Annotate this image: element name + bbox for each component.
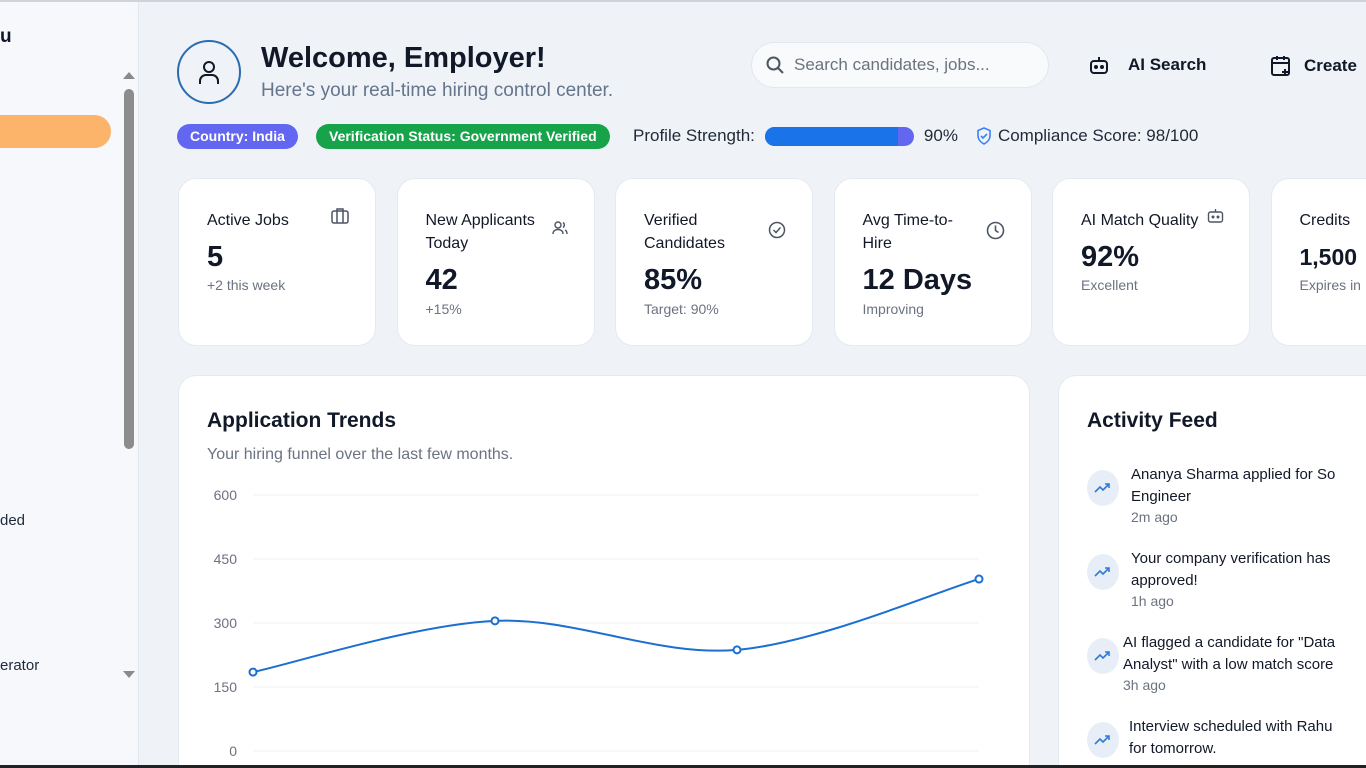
stat-card: Avg Time-to-Hire 12 Days Improving: [833, 178, 1032, 346]
stat-card-label: Verified Candidates: [644, 212, 725, 252]
stat-card-label: Credits: [1299, 212, 1351, 229]
feed-title: Activity Feed: [1087, 409, 1218, 432]
feed-item[interactable]: Your company verification has approved! …: [1087, 548, 1363, 610]
briefcase-icon: [331, 208, 349, 229]
check-circle-icon: [768, 221, 786, 244]
country-badge: Country: India: [177, 124, 298, 149]
search-input[interactable]: Search candidates, jobs...: [751, 42, 1049, 88]
trending-up-icon: [1087, 554, 1119, 590]
stat-card-value: 92%: [1081, 241, 1140, 273]
data-point: [974, 574, 984, 584]
feed-text-line: for tomorrow.: [1129, 740, 1217, 757]
create-label: Create: [1304, 56, 1357, 75]
stat-card-label: Avg Time-to-Hire: [862, 212, 953, 252]
calendar-plus-icon: [1271, 56, 1290, 76]
y-tick-label: 300: [214, 615, 238, 631]
feed-text-line: AI flagged a candidate for "Data: [1123, 634, 1336, 651]
y-tick-label: 0: [229, 743, 237, 759]
verification-badge: Verification Status: Government Verified: [316, 124, 610, 149]
feed-time: 2m ago: [1131, 509, 1178, 525]
shield-check-icon: [977, 127, 991, 145]
trending-up-icon: [1087, 470, 1119, 506]
profile-strength-bar: [764, 126, 914, 146]
trending-up-icon: [1087, 638, 1119, 674]
feed-time: 3h ago: [1123, 677, 1166, 693]
feed-text-line: Engineer: [1131, 488, 1192, 505]
sidebar-scrollbar[interactable]: [121, 70, 137, 680]
avatar[interactable]: [177, 40, 241, 104]
search-placeholder: Search candidates, jobs...: [794, 55, 990, 74]
compliance-score: Compliance Score: 98/100: [997, 126, 1199, 145]
scroll-up-arrow-icon[interactable]: [123, 72, 135, 79]
stat-card-note: Excellent: [1081, 277, 1138, 293]
stat-card-note: Target: 90%: [644, 301, 719, 317]
ai-search-button[interactable]: AI Search: [1088, 54, 1206, 76]
series-line: [252, 578, 980, 674]
sidebar-title: u: [0, 26, 12, 47]
y-tick-label: 150: [214, 679, 238, 695]
stat-card-value: 85%: [644, 264, 703, 296]
users-icon: [551, 221, 568, 240]
stat-card-note: +15%: [425, 301, 462, 317]
y-tick-label: 600: [214, 487, 238, 503]
feed-text-line: Analyst" with a low match score: [1123, 656, 1334, 673]
sidebar-item[interactable]: ded: [0, 512, 26, 529]
sidebar-item-active[interactable]: [0, 115, 111, 148]
feed-item[interactable]: Ananya Sharma applied for So Engineer 2m…: [1087, 464, 1363, 526]
y-tick-label: 450: [214, 551, 238, 567]
stat-card-label: Active Jobs: [207, 212, 289, 229]
page-title: Welcome, Employer!: [261, 42, 546, 74]
profile-strength-value: 90%: [923, 126, 958, 145]
trending-up-icon: [1087, 722, 1119, 758]
data-point: [490, 616, 500, 626]
stat-card-value: 12 Days: [862, 264, 973, 296]
stat-card-label: AI Match Quality: [1081, 212, 1199, 229]
create-button[interactable]: Create: [1270, 54, 1357, 78]
scrollbar-thumb[interactable]: [124, 89, 134, 449]
stat-card-value: 5: [207, 241, 224, 273]
stat-card-label: New Applicants Today: [425, 212, 535, 252]
scroll-down-arrow-icon[interactable]: [123, 671, 135, 678]
stat-card: New Applicants Today 42 +15%: [396, 178, 595, 346]
stat-card: Verified Candidates 85% Target: 90%: [615, 178, 813, 346]
stat-card-note: +2 this week: [207, 277, 286, 293]
bot-icon: [1207, 208, 1224, 228]
stat-card: AI Match Quality 92% Excellent: [1052, 178, 1250, 346]
feed-item[interactable]: AI flagged a candidate for "Data Analyst…: [1087, 632, 1363, 694]
stat-card-note: Expires in: [1299, 277, 1361, 293]
sidebar: u ded erator: [0, 2, 139, 765]
trends-subtitle: Your hiring funnel over the last few mon…: [207, 446, 514, 463]
feed-text-line: Interview scheduled with Rahu: [1129, 718, 1333, 735]
stat-card-value: 42: [425, 264, 458, 296]
feed-text-line: Your company verification has: [1131, 550, 1331, 567]
page-subtitle: Here's your real-time hiring control cen…: [261, 80, 614, 101]
data-point: [248, 667, 258, 677]
clock-icon: [986, 221, 1005, 245]
stat-card-note: Improving: [862, 301, 924, 317]
stat-card: Credits 1,500 Expires in: [1270, 178, 1366, 346]
feed-time: 1h ago: [1131, 593, 1174, 609]
ai-search-label: AI Search: [1128, 55, 1207, 74]
window-bottom-border: [0, 765, 1366, 768]
window-top-border: [0, 0, 1366, 2]
bot-icon: [1090, 57, 1108, 74]
activity-feed-card: Activity Feed Ananya Sharma applied for …: [1058, 375, 1366, 765]
feed-text-line: approved!: [1131, 572, 1198, 589]
stat-card-value: 1,500: [1299, 244, 1358, 270]
profile-strength-label: Profile Strength:: [633, 126, 755, 145]
sidebar-item[interactable]: erator: [0, 657, 40, 674]
profile-strength: Profile Strength: 90% Compliance Score: …: [633, 126, 1198, 146]
search-icon: [766, 56, 784, 74]
feed-item[interactable]: Interview scheduled with Rahu for tomorr…: [1087, 716, 1363, 760]
user-icon: [199, 61, 219, 84]
feed-text-line: Ananya Sharma applied for So: [1131, 466, 1336, 483]
trends-title: Application Trends: [207, 409, 397, 432]
data-point: [732, 645, 742, 655]
stat-card: Active Jobs 5 +2 this week: [178, 178, 376, 346]
application-trends-chart: 600 450 300 150 0: [214, 487, 984, 759]
profile-strength-fill: [764, 126, 898, 146]
application-trends-card: Application Trends Your hiring funnel ov…: [178, 375, 1030, 765]
